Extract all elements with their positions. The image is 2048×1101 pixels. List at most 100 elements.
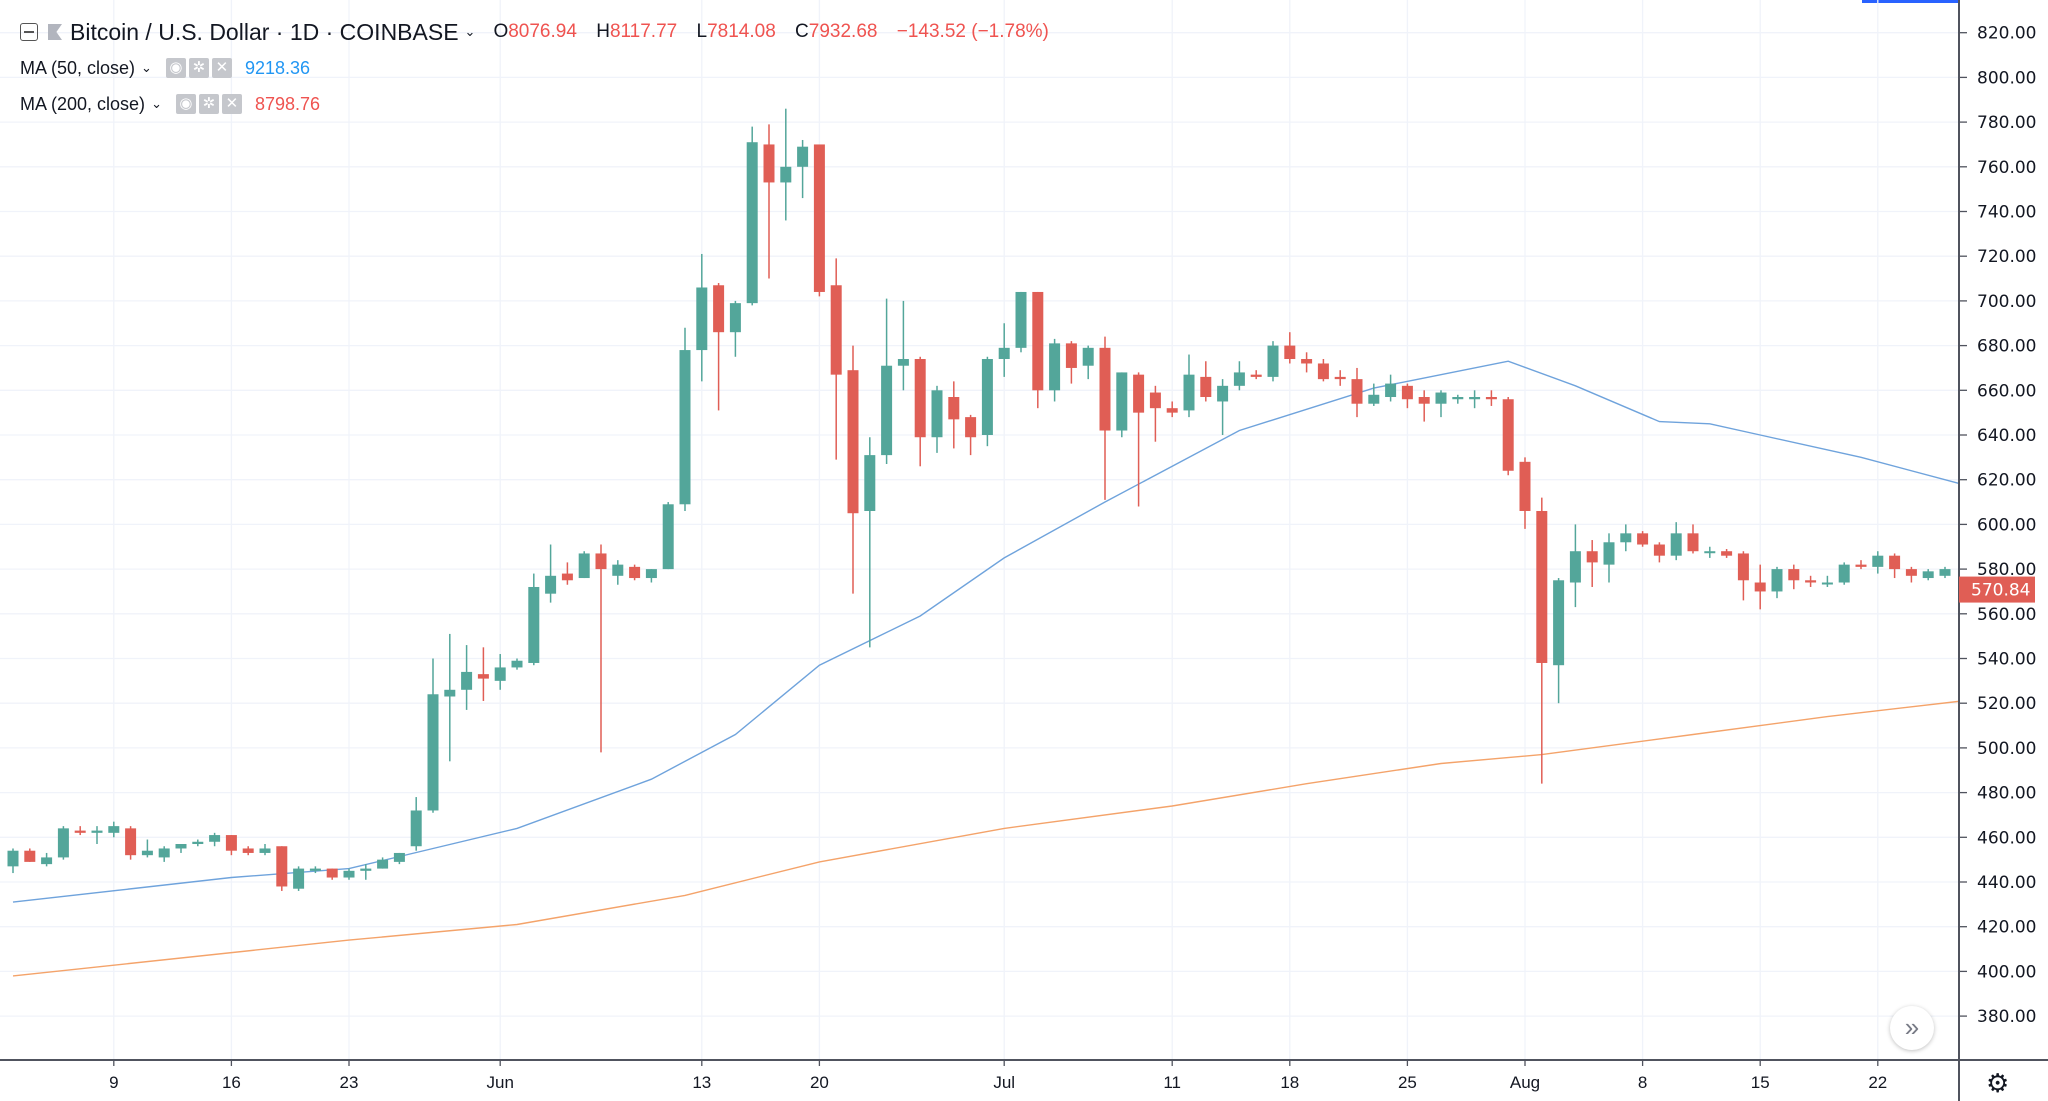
candle-body (24, 850, 36, 862)
price-tick-label: 760.00 (1977, 158, 2036, 178)
candle-body (1049, 343, 1061, 391)
settings-icon[interactable]: ⚙ (1986, 1068, 2010, 1098)
time-axis-background (0, 1060, 2048, 1101)
candle-body (125, 828, 137, 856)
candle-body (444, 689, 456, 697)
candle-up (528, 573, 540, 666)
symbol-title[interactable]: Bitcoin / U.S. Dollar · 1D · COINBASE (70, 18, 459, 45)
candle-body (511, 660, 523, 668)
candle-down (1502, 397, 1514, 476)
candle-up (259, 844, 271, 856)
close-icon[interactable]: ✕ (221, 94, 242, 114)
candle-up (343, 868, 355, 880)
time-tick-label: 11 (1163, 1073, 1181, 1092)
price-tick-label: 440.00 (1977, 873, 2036, 893)
candle-up (360, 864, 372, 880)
eye-icon[interactable]: ◉ (165, 58, 186, 78)
candle-down (1805, 575, 1817, 587)
candle-up (1821, 575, 1833, 587)
price-tick-label: 540.00 (1977, 650, 2036, 670)
chevron-down-icon[interactable]: ⌄ (141, 60, 152, 75)
candle-up (696, 253, 708, 382)
candle-up (175, 844, 187, 853)
candle-body (1435, 392, 1447, 404)
candle-body (595, 553, 607, 570)
candle-body (1872, 555, 1884, 567)
price-tick-label: 660.00 (1977, 381, 2036, 401)
candle-up (1872, 551, 1884, 574)
gear-icon[interactable]: ✲ (198, 94, 219, 114)
candle-body (948, 397, 960, 420)
candle-up (1771, 566, 1783, 599)
candle-up (578, 551, 590, 579)
candle-body (1485, 397, 1497, 400)
candle-up (427, 658, 439, 813)
candle-body (998, 347, 1010, 360)
candle-body (1620, 533, 1632, 543)
candle-up (1469, 390, 1481, 409)
candle-up (998, 323, 1010, 377)
candle-up (192, 839, 204, 847)
price-tick-label: 800.00 (1977, 68, 2036, 88)
indicator-label[interactable]: MA (200, close) (20, 93, 146, 114)
candle-body (74, 830, 86, 833)
indicator-label[interactable]: MA (50, close) (20, 57, 136, 78)
candle-down (763, 124, 775, 279)
candle-up (393, 852, 405, 865)
gear-icon[interactable]: ✲ (188, 58, 209, 78)
candle-body (209, 835, 221, 842)
candle-body (1099, 347, 1111, 431)
candle-body (1267, 345, 1279, 377)
chevron-down-icon[interactable]: ⌄ (151, 96, 162, 111)
candle-down (1519, 457, 1531, 529)
candle-down (1351, 367, 1363, 418)
candle-body (1317, 363, 1329, 380)
high-value: 8117.77 (609, 21, 678, 42)
time-tick-label: 22 (1868, 1073, 1887, 1092)
price-tick-label: 720.00 (1977, 247, 2036, 267)
candle-body (1922, 571, 1934, 579)
candle-down (1754, 564, 1766, 610)
candle-body (1670, 533, 1682, 556)
price-tick-label: 420.00 (1977, 918, 2036, 938)
candle-up (1385, 374, 1397, 402)
close-key: C (795, 21, 809, 42)
candle-body (847, 370, 859, 514)
candle-body (326, 868, 338, 878)
candle-up (1015, 291, 1027, 353)
candle-body (141, 850, 153, 856)
flag-icon[interactable] (48, 24, 62, 40)
candle-up (91, 826, 103, 845)
candle-down (1284, 332, 1296, 364)
candle-down (595, 544, 607, 753)
chevron-down-icon[interactable]: ⌄ (464, 24, 476, 39)
candle-up (309, 866, 321, 874)
candle-body (780, 166, 792, 183)
candle-body (1737, 553, 1749, 581)
candle-body (1401, 385, 1413, 400)
candle-body (461, 671, 473, 690)
eye-icon[interactable]: ◉ (175, 94, 196, 114)
candle-body (343, 870, 355, 878)
candle-up (1049, 338, 1061, 402)
close-icon[interactable]: ✕ (211, 58, 232, 78)
double-chevron-right-icon[interactable]: » (1890, 1006, 1934, 1050)
candle-body (1821, 582, 1833, 585)
candle-body (545, 575, 557, 594)
candle-down (1334, 370, 1346, 386)
collapse-legend-icon[interactable] (20, 23, 38, 41)
candle-body (864, 455, 876, 511)
candle-body (645, 569, 657, 579)
candle-up (293, 866, 305, 891)
candle-down (24, 848, 36, 862)
top-accent-bar (1862, 0, 1959, 3)
candle-body (1015, 291, 1027, 348)
price-tick-label: 480.00 (1977, 784, 2036, 804)
symbol-row: Bitcoin / U.S. Dollar · 1D · COINBASE ⌄ … (20, 14, 1063, 50)
candle-body (612, 564, 624, 576)
candle-body (1754, 582, 1766, 592)
candle-body (1166, 408, 1178, 413)
candle-down (1032, 291, 1044, 409)
candle-down (629, 564, 641, 581)
